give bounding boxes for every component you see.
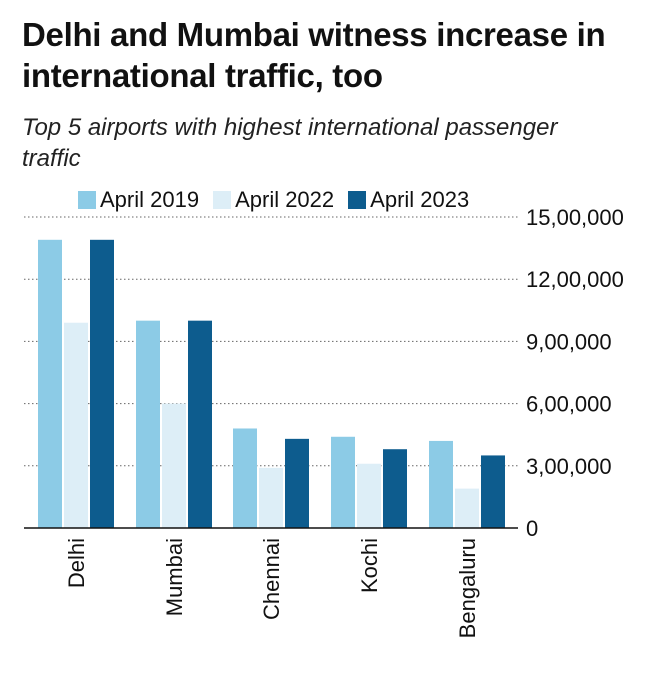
bar-chennai-3 bbox=[285, 438, 309, 528]
legend-swatch-april-2022 bbox=[213, 191, 232, 209]
legend-label-april-2023: April 2023 bbox=[370, 187, 470, 212]
x-tick-label: Bengaluru bbox=[455, 538, 480, 638]
y-tick-label: 3,00,000 bbox=[526, 454, 612, 479]
bar-delhi-2 bbox=[64, 322, 88, 528]
legend-label-april-2019: April 2019 bbox=[100, 187, 200, 212]
y-tick-label: 15,00,000 bbox=[526, 205, 624, 230]
chart-title: Delhi and Mumbai witness increase in int… bbox=[22, 16, 606, 94]
legend-swatch-april-2019 bbox=[78, 191, 96, 209]
legend-swatch-april-2023 bbox=[348, 191, 367, 209]
bar-mumbai-2 bbox=[162, 403, 186, 528]
x-tick-label: Delhi bbox=[64, 538, 89, 588]
x-tick-label: Kochi bbox=[357, 538, 382, 593]
bar-kochi-2 bbox=[357, 463, 381, 528]
bar-kochi-1 bbox=[331, 436, 355, 528]
legend-item-april-2022: April 2022 bbox=[213, 187, 334, 213]
bar-bengaluru-3 bbox=[481, 455, 505, 528]
legend-label-april-2022: April 2022 bbox=[235, 187, 335, 212]
y-tick-label: 12,00,000 bbox=[526, 267, 624, 292]
bar-chennai-1 bbox=[233, 428, 257, 528]
legend-item-april-2019: April 2019 bbox=[78, 187, 199, 213]
bar-chennai-2 bbox=[259, 467, 283, 528]
y-tick-label: 6,00,000 bbox=[526, 392, 612, 417]
bar-bengaluru-2 bbox=[455, 488, 479, 528]
y-tick-label: 9,00,000 bbox=[526, 329, 612, 354]
legend: April 2019 April 2022 April 2023 bbox=[78, 187, 483, 213]
bar-bengaluru-1 bbox=[429, 440, 453, 528]
x-tick-label: Chennai bbox=[259, 538, 284, 620]
bar-mumbai-1 bbox=[136, 320, 160, 528]
chart-subtitle: Top 5 airports with highest internationa… bbox=[22, 114, 558, 172]
legend-item-april-2023: April 2023 bbox=[348, 187, 469, 213]
y-tick-label: 0 bbox=[526, 516, 538, 541]
bar-kochi-3 bbox=[383, 449, 407, 528]
x-tick-label: Mumbai bbox=[162, 538, 187, 616]
bar-delhi-1 bbox=[38, 239, 62, 528]
bar-delhi-3 bbox=[90, 239, 114, 528]
bar-mumbai-3 bbox=[188, 320, 212, 528]
